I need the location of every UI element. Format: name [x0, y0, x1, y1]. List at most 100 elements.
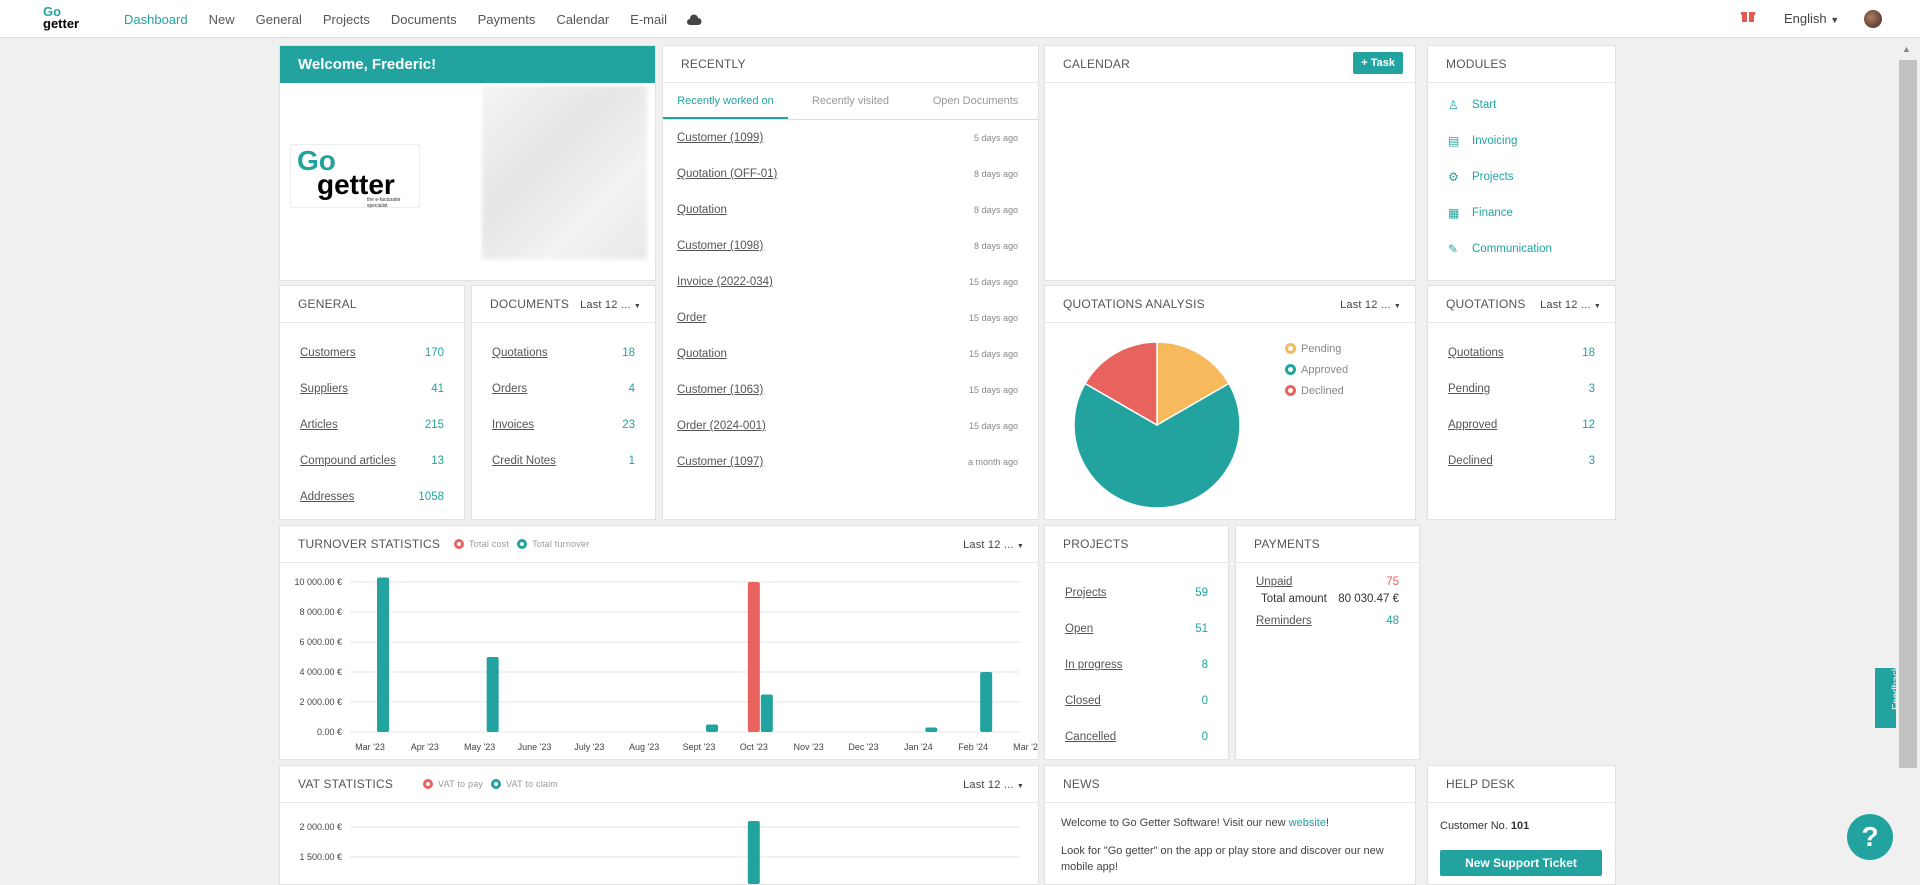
unpaid-count: 75 — [1386, 575, 1399, 588]
vat-to-pay-dot-icon — [423, 779, 434, 789]
nav-calendar[interactable]: Calendar — [556, 11, 610, 27]
recently-tabs: Recently worked on Recently visited Open… — [663, 83, 1038, 120]
credit-notes-link[interactable]: Credit Notes — [492, 455, 556, 467]
module-communication[interactable]: ✎ Communication — [1428, 231, 1615, 267]
nav-general[interactable]: General — [255, 11, 302, 27]
quotations-analysis-title: QUOTATIONS ANALYSIS — [1063, 297, 1205, 311]
add-task-button[interactable]: + Task — [1353, 52, 1403, 74]
module-projects[interactable]: ⚙ Projects — [1428, 159, 1615, 195]
suppliers-link[interactable]: Suppliers — [300, 383, 348, 395]
addresses-count: 1058 — [418, 491, 444, 503]
quotations-header: QUOTATIONS Last 12 ... ▼ — [1428, 286, 1615, 323]
modules-title: MODULES — [1428, 46, 1615, 83]
quotations-link[interactable]: Quotations — [492, 347, 548, 359]
recent-item-link[interactable]: Order (2024-001) — [677, 420, 766, 432]
page-scrollbar[interactable]: ▲ — [1896, 38, 1920, 878]
help-button[interactable]: ? — [1847, 814, 1893, 860]
module-start[interactable]: ♙ Start — [1428, 87, 1615, 123]
recent-item: Invoice (2022-034) 15 days ago — [663, 264, 1038, 300]
invoice-icon: ▤ — [1448, 134, 1460, 148]
y-tick-label: 6 000.00 € — [299, 637, 342, 647]
projects-link[interactable]: Projects — [1065, 587, 1107, 599]
module-communication-label: Communication — [1472, 243, 1552, 255]
documents-period-select[interactable]: Last 12 ... ▼ — [580, 299, 641, 311]
recent-item-link[interactable]: Customer (1099) — [677, 132, 764, 144]
open-link[interactable]: Open — [1065, 623, 1094, 635]
nav-email[interactable]: E-mail — [630, 11, 668, 27]
recent-item: Quotation 15 days ago — [663, 336, 1038, 372]
recent-item: Customer (1097) a month ago — [663, 444, 1038, 480]
scrollbar-thumb[interactable] — [1899, 60, 1917, 768]
cancelled-link[interactable]: Cancelled — [1065, 731, 1117, 743]
general-row-compound-articles: Compound articles 13 — [280, 443, 464, 479]
tab-recently-visited[interactable]: Recently visited — [811, 95, 890, 107]
vat-period-select[interactable]: Last 12 ... ▼ — [963, 779, 1024, 791]
quotations-period-select[interactable]: Last 12 ... ▼ — [1540, 299, 1601, 311]
logo-go-text: Go — [43, 4, 62, 19]
tab-recently-worked-on[interactable]: Recently worked on — [663, 83, 788, 119]
nav-projects[interactable]: Projects — [322, 11, 370, 27]
welcome-panel: Welcome, Frederic! Go getter the e-factu… — [279, 45, 656, 281]
bar-total-turnover — [925, 727, 938, 732]
addresses-link[interactable]: Addresses — [300, 491, 355, 503]
tab-open-documents[interactable]: Open Documents — [932, 95, 1019, 107]
recent-item-link[interactable]: Quotation (OFF-01) — [677, 168, 778, 180]
gift-icon[interactable] — [1741, 9, 1755, 28]
nav-documents[interactable]: Documents — [390, 11, 457, 27]
recent-item-link[interactable]: Invoice (2022-034) — [677, 276, 773, 288]
cloud-icon[interactable] — [686, 13, 704, 25]
recent-item-link[interactable]: Customer (1098) — [677, 240, 764, 252]
bar-total-turnover — [980, 672, 993, 732]
legend-vat-to-pay-label: VAT to pay — [438, 779, 484, 789]
customers-count: 170 — [424, 347, 444, 359]
turnover-period-select[interactable]: Last 12 ... ▼ — [963, 539, 1024, 551]
company-logo-go: Go — [297, 145, 336, 176]
unpaid-link[interactable]: Unpaid — [1256, 575, 1293, 588]
x-tick-label: Jan '24 — [904, 742, 933, 752]
customers-link[interactable]: Customers — [300, 347, 356, 359]
finance-icon: ▦ — [1448, 206, 1460, 220]
recent-item-link[interactable]: Quotation — [677, 204, 727, 216]
news-panel: NEWS Welcome to Go Getter Software! Visi… — [1044, 765, 1416, 885]
quotations-analysis-period-select[interactable]: Last 12 ... ▼ — [1340, 299, 1401, 311]
language-selector[interactable]: English ▼ — [1784, 11, 1839, 26]
legend-approved: Approved — [1285, 364, 1348, 385]
nav-dashboard[interactable]: Dashboard — [124, 11, 188, 27]
orders-link[interactable]: Orders — [492, 383, 528, 395]
x-tick-label: Sept '23 — [683, 742, 716, 752]
cancelled-count: 0 — [1201, 731, 1208, 743]
nav-payments[interactable]: Payments — [477, 11, 536, 27]
closed-link[interactable]: Closed — [1065, 695, 1101, 707]
in-progress-link[interactable]: In progress — [1065, 659, 1123, 671]
nav-new[interactable]: New — [208, 11, 235, 27]
recent-item-link[interactable]: Order — [677, 312, 707, 324]
bar-total-turnover — [760, 694, 773, 732]
quotations-pending-link[interactable]: Pending — [1448, 383, 1491, 395]
invoices-link[interactable]: Invoices — [492, 419, 535, 431]
compound-articles-link[interactable]: Compound articles — [300, 455, 396, 467]
recent-item-link[interactable]: Customer (1097) — [677, 456, 764, 468]
user-icon: ♙ — [1448, 98, 1459, 112]
quotations-declined-link[interactable]: Declined — [1448, 455, 1493, 467]
recent-item-link[interactable]: Quotation — [677, 348, 727, 360]
module-invoicing[interactable]: ▤ Invoicing — [1428, 123, 1615, 159]
website-link[interactable]: website — [1288, 817, 1326, 829]
app-logo[interactable]: Go getter — [43, 4, 101, 32]
total-turnover-dot-icon — [517, 539, 528, 549]
recent-item-link[interactable]: Customer (1063) — [677, 384, 764, 396]
reminders-link[interactable]: Reminders — [1256, 615, 1312, 627]
quotations-title: QUOTATIONS — [1446, 297, 1526, 311]
turnover-bar-chart: 0.00 € 2 000.00 € 4 000.00 € 6 000.00 € 8 00… — [294, 577, 1038, 752]
general-row-addresses: Addresses 1058 — [280, 479, 464, 515]
avatar[interactable] — [1864, 10, 1882, 28]
quotations-total-link[interactable]: Quotations — [1448, 347, 1504, 359]
scroll-up-arrow-icon[interactable]: ▲ — [1902, 44, 1911, 54]
new-support-ticket-button[interactable]: New Support Ticket — [1440, 850, 1602, 876]
legend-total-turnover: Total turnover — [517, 539, 589, 549]
module-finance[interactable]: ▦ Finance — [1428, 195, 1615, 231]
y-tick-label: 1 500.00 € — [299, 852, 342, 862]
projects-row-projects: Projects 59 — [1045, 575, 1228, 611]
articles-link[interactable]: Articles — [300, 419, 338, 431]
legend-declined-label: Declined — [1301, 385, 1344, 397]
quotations-approved-link[interactable]: Approved — [1448, 419, 1498, 431]
